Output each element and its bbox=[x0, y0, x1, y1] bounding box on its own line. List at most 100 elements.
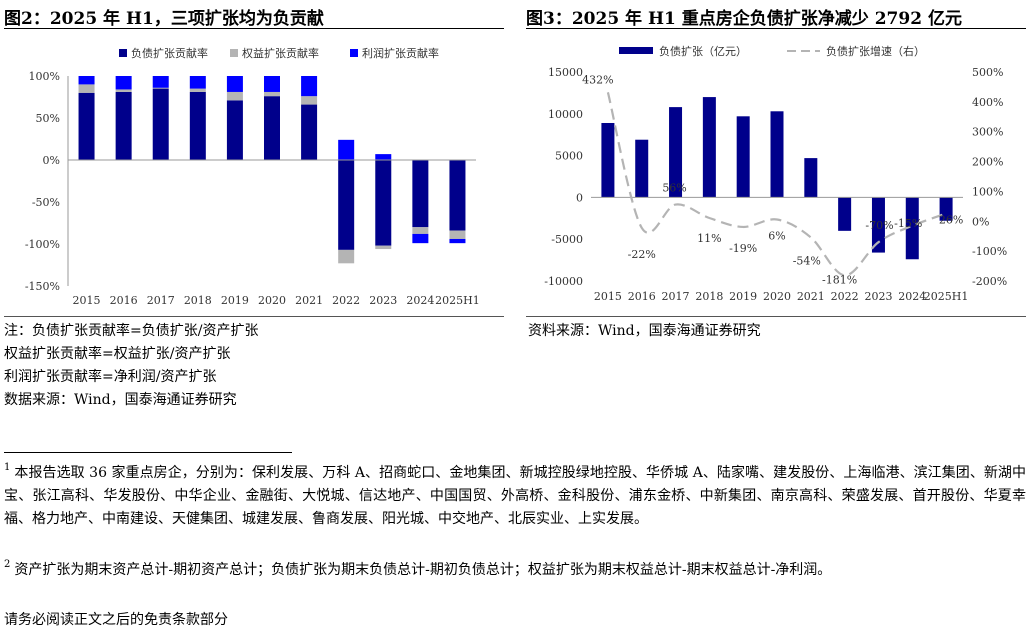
right-bar-2016 bbox=[635, 139, 649, 198]
left-bar-profit-2023 bbox=[375, 154, 392, 160]
left-bar-equity-2023 bbox=[375, 245, 392, 250]
left-bar-equity-2017 bbox=[152, 87, 169, 89]
left-y-tick-label: 50% bbox=[36, 112, 60, 125]
left-bar-equity-2015 bbox=[78, 84, 95, 93]
right-x-tick-label: 2020 bbox=[763, 290, 791, 303]
left-legend-swatch-3 bbox=[350, 49, 358, 57]
right-bar-2022 bbox=[838, 197, 852, 231]
left-bar-profit-2024 bbox=[412, 233, 429, 244]
right-growth-data-label: -19% bbox=[729, 242, 757, 255]
right-x-tick-label: 2025H1 bbox=[924, 290, 969, 303]
left-legend-label-1: 负债扩张贡献率 bbox=[131, 46, 208, 60]
right-y-right-tick-label: 100% bbox=[972, 185, 1003, 198]
left-chart-bottom-rule bbox=[4, 316, 504, 317]
left-chart: 负债扩张贡献率 权益扩张贡献率 利润扩张贡献率 100% 50% 0% -50% -100% -… bbox=[25, 46, 480, 307]
right-y-right-tick-label: 500% bbox=[972, 66, 1003, 79]
left-x-tick-label: 2019 bbox=[221, 294, 249, 307]
right-x-tick-label: 2018 bbox=[695, 290, 723, 303]
footnote-1: 1 本报告选取 36 家重点房企，分别为：保利发展、万科 A、招商蛇口、金地集团、… bbox=[4, 462, 1026, 531]
right-growth-data-label: 432% bbox=[582, 73, 613, 86]
right-bar-2015 bbox=[601, 122, 615, 198]
left-legend-swatch-1 bbox=[119, 49, 127, 57]
right-y-right-tick-label: -100% bbox=[972, 245, 1007, 258]
right-legend-line-label: 负债扩张增速（右） bbox=[826, 44, 925, 58]
left-x-tick-label: 2025H1 bbox=[435, 294, 480, 307]
right-y-left-tick-label: 0 bbox=[576, 191, 583, 204]
left-bar-liability-2017 bbox=[152, 88, 169, 160]
left-bar-equity-2016 bbox=[115, 89, 132, 92]
right-growth-line bbox=[606, 92, 947, 277]
left-bar-liability-2020 bbox=[264, 96, 280, 160]
left-bar-equity-2018 bbox=[189, 88, 206, 92]
left-bar-liability-2024 bbox=[412, 160, 429, 228]
right-bar-2019 bbox=[736, 116, 750, 198]
left-bar-equity-2022 bbox=[338, 249, 355, 264]
right-growth-data-label: 11% bbox=[697, 232, 721, 245]
left-bar-liability-2022 bbox=[338, 160, 355, 250]
right-growth-data-label: 56% bbox=[662, 182, 686, 195]
right-bar-2025H1 bbox=[939, 197, 953, 221]
left-bar-profit-2018 bbox=[189, 76, 206, 89]
left-bar-profit-2016 bbox=[115, 76, 132, 90]
left-bar-liability-2016 bbox=[115, 91, 132, 160]
right-x-tick-label: 2017 bbox=[662, 290, 690, 303]
note-line-2: 权益扩张贡献率=权益扩张/资产扩张 bbox=[4, 346, 231, 362]
left-bar-profit-2020 bbox=[264, 76, 280, 92]
disclaimer: 请务必阅读正文之后的免责条款部分 bbox=[4, 612, 228, 628]
right-y-left-tick-label: 10000 bbox=[548, 108, 583, 121]
right-growth-data-label: -54% bbox=[793, 254, 821, 267]
right-legend-bar-swatch bbox=[619, 47, 653, 54]
right-growth-data-label: -70% bbox=[865, 219, 893, 232]
right-x-tick-label: 2022 bbox=[831, 290, 859, 303]
left-x-tick-label: 2022 bbox=[332, 294, 360, 307]
right-y-left-tick-label: -10000 bbox=[544, 275, 583, 288]
left-bar-liability-2023 bbox=[375, 160, 392, 246]
left-bar-liability-2015 bbox=[78, 92, 95, 160]
left-bar-liability-2021 bbox=[301, 104, 318, 160]
left-x-tick-label: 2020 bbox=[258, 294, 286, 307]
right-growth-data-label: -22% bbox=[628, 248, 656, 261]
left-x-tick-label: 2016 bbox=[110, 294, 138, 307]
right-chart-bottom-rule bbox=[526, 316, 1026, 317]
right-title-rule bbox=[526, 28, 1026, 29]
left-bar-equity-2025H1 bbox=[449, 230, 466, 239]
right-bar-2018 bbox=[702, 97, 716, 198]
left-x-tick-label: 2017 bbox=[147, 294, 175, 307]
left-bar-profit-2021 bbox=[301, 76, 318, 97]
footnote-1-text: 本报告选取 36 家重点房企，分别为：保利发展、万科 A、招商蛇口、金地集团、新… bbox=[4, 465, 1026, 527]
right-bar-2021 bbox=[804, 158, 818, 198]
right-y-right-tick-label: 400% bbox=[972, 96, 1003, 109]
left-bar-profit-2017 bbox=[152, 76, 169, 88]
footnote-2-text: 资产扩张为期末资产总计-期初资产总计；负债扩张为期末负债总计-期初负债总计；权益… bbox=[14, 562, 832, 578]
left-bar-profit-2015 bbox=[78, 76, 95, 85]
left-x-tick-label: 2024 bbox=[406, 294, 434, 307]
right-y-left-tick-label: 15000 bbox=[548, 66, 583, 79]
left-legend-label-3: 利润扩张贡献率 bbox=[362, 46, 439, 60]
right-growth-data-label: 26% bbox=[939, 214, 963, 227]
footnote-1-number: 1 bbox=[4, 462, 11, 473]
left-legend-swatch-2 bbox=[230, 49, 238, 57]
left-bar-equity-2021 bbox=[301, 96, 318, 105]
right-bar-2024 bbox=[905, 197, 919, 260]
right-chart: 负债扩张（亿元） 负债扩张增速（右） 15000 10000 5000 0 -5000 -10… bbox=[544, 44, 1007, 303]
left-y-tick-label: 100% bbox=[29, 70, 60, 83]
left-y-tick-label: 0% bbox=[43, 154, 60, 167]
left-y-tick-label: -150% bbox=[25, 280, 60, 293]
right-y-left-tick-label: 5000 bbox=[555, 150, 583, 163]
right-x-tick-label: 2015 bbox=[594, 290, 622, 303]
left-y-tick-label: -100% bbox=[25, 238, 60, 251]
note-line-4: 数据来源：Wind，国泰海通证券研究 bbox=[4, 392, 237, 408]
left-bar-liability-2018 bbox=[189, 91, 206, 160]
right-x-tick-label: 2023 bbox=[864, 290, 892, 303]
right-bar-2020 bbox=[770, 111, 784, 198]
left-bar-equity-2020 bbox=[264, 91, 280, 97]
left-legend-label-2: 权益扩张贡献率 bbox=[242, 46, 319, 60]
right-y-right-tick-label: -200% bbox=[972, 275, 1007, 288]
right-x-tick-label: 2016 bbox=[628, 290, 656, 303]
left-bar-equity-2024 bbox=[412, 227, 429, 234]
right-growth-data-label: 6% bbox=[768, 229, 785, 242]
right-y-right-tick-label: 300% bbox=[972, 126, 1003, 139]
right-chart-source: 资料来源：Wind，国泰海通证券研究 bbox=[528, 323, 761, 339]
right-growth-data-label: -15% bbox=[894, 217, 922, 230]
right-bar-2023 bbox=[871, 197, 885, 253]
